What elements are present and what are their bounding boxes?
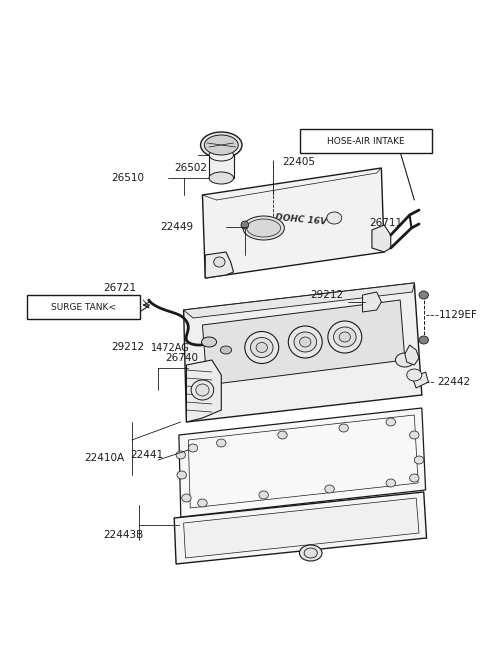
Ellipse shape [259, 491, 268, 499]
Text: 26740: 26740 [165, 353, 198, 363]
Text: 26711: 26711 [369, 218, 402, 228]
Ellipse shape [339, 424, 348, 432]
Ellipse shape [209, 149, 234, 161]
Polygon shape [184, 498, 419, 558]
Ellipse shape [288, 326, 322, 358]
Ellipse shape [198, 499, 207, 507]
Text: 22442: 22442 [437, 377, 470, 387]
Ellipse shape [202, 337, 216, 347]
Polygon shape [186, 360, 221, 422]
Text: 1129EF: 1129EF [439, 310, 478, 320]
Text: 29212: 29212 [311, 290, 344, 300]
Polygon shape [184, 283, 422, 422]
Ellipse shape [300, 545, 322, 561]
Ellipse shape [300, 337, 311, 347]
Ellipse shape [407, 369, 422, 381]
Polygon shape [174, 492, 427, 564]
Ellipse shape [177, 471, 186, 479]
Ellipse shape [294, 332, 317, 352]
Text: 22443B: 22443B [104, 530, 144, 540]
Ellipse shape [396, 353, 414, 367]
Ellipse shape [328, 321, 362, 353]
Polygon shape [362, 292, 381, 312]
Ellipse shape [220, 346, 232, 354]
Text: 22449: 22449 [160, 222, 193, 232]
Ellipse shape [196, 384, 209, 396]
Text: SURGE TANK<: SURGE TANK< [51, 302, 116, 311]
Ellipse shape [243, 216, 284, 240]
Ellipse shape [327, 212, 342, 224]
Polygon shape [203, 300, 405, 385]
Text: 22410A: 22410A [85, 453, 125, 463]
Ellipse shape [409, 431, 419, 439]
Ellipse shape [256, 342, 267, 353]
Ellipse shape [201, 132, 242, 158]
Ellipse shape [278, 431, 287, 439]
Ellipse shape [419, 336, 429, 344]
Polygon shape [179, 408, 426, 517]
Text: 22441: 22441 [130, 450, 163, 460]
Text: 22405: 22405 [283, 157, 315, 167]
Ellipse shape [386, 479, 396, 487]
Ellipse shape [188, 444, 198, 452]
Ellipse shape [209, 172, 234, 184]
Polygon shape [184, 283, 414, 318]
Text: 29212: 29212 [111, 342, 144, 352]
Ellipse shape [386, 418, 396, 426]
Ellipse shape [245, 332, 279, 363]
Text: 26502: 26502 [174, 163, 207, 173]
Ellipse shape [339, 332, 350, 342]
Polygon shape [209, 155, 234, 178]
Ellipse shape [409, 474, 419, 482]
Text: DOHC 16V: DOHC 16V [275, 214, 327, 227]
Ellipse shape [216, 439, 226, 447]
Ellipse shape [419, 291, 429, 299]
Ellipse shape [304, 548, 317, 558]
Polygon shape [205, 252, 234, 278]
Text: 26721: 26721 [104, 283, 137, 293]
Ellipse shape [214, 257, 225, 267]
Ellipse shape [247, 219, 281, 237]
Ellipse shape [414, 456, 424, 464]
Polygon shape [372, 225, 391, 252]
Polygon shape [405, 345, 419, 365]
Ellipse shape [176, 451, 185, 459]
Text: HOSE-AIR INTAKE: HOSE-AIR INTAKE [327, 137, 405, 145]
Polygon shape [412, 372, 429, 388]
Ellipse shape [241, 221, 249, 229]
FancyBboxPatch shape [27, 295, 140, 319]
Ellipse shape [325, 485, 334, 493]
Ellipse shape [204, 135, 238, 155]
Text: 1472AG: 1472AG [151, 343, 190, 353]
Ellipse shape [191, 380, 214, 400]
Ellipse shape [182, 494, 191, 502]
Ellipse shape [251, 338, 273, 357]
Ellipse shape [334, 327, 356, 347]
Polygon shape [203, 168, 384, 278]
Text: 26510: 26510 [111, 173, 144, 183]
FancyBboxPatch shape [300, 129, 432, 153]
